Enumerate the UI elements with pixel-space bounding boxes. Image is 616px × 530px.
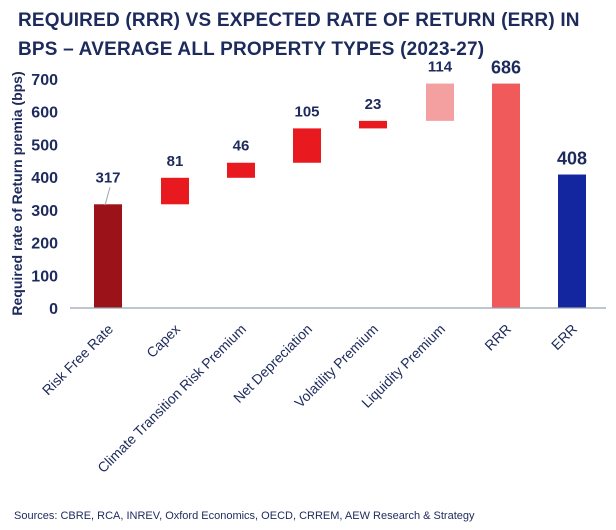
bar xyxy=(94,204,122,308)
bars xyxy=(94,83,586,308)
chart-title: REQUIRED (RRR) VS EXPECTED RATE OF RETUR… xyxy=(18,10,580,60)
data-label: 317 xyxy=(95,169,120,186)
data-label: 46 xyxy=(233,138,250,155)
leader-line xyxy=(104,187,111,206)
data-label: 408 xyxy=(557,149,587,169)
bar xyxy=(227,162,255,178)
bar xyxy=(492,83,520,308)
bar xyxy=(293,128,321,163)
y-tick-label: 200 xyxy=(31,236,58,253)
y-tick-label: 300 xyxy=(31,203,58,220)
y-tick-label: 500 xyxy=(31,137,58,154)
data-label: 81 xyxy=(167,153,184,170)
y-tick-label: 700 xyxy=(31,72,58,89)
x-tick-label: Risk Free Rate xyxy=(39,321,116,398)
y-tick-label: 600 xyxy=(31,105,58,122)
x-tick-label: ERR xyxy=(548,321,580,353)
y-axis: 0 100 200 300 400 500 600 700 xyxy=(31,72,58,318)
x-tick-label: Climate Transition Risk Premium xyxy=(94,321,249,476)
source-note: Sources: CBRE, RCA, INREV, Oxford Econom… xyxy=(14,510,475,522)
y-tick-label: 0 xyxy=(49,301,58,318)
bar xyxy=(558,174,586,308)
bar xyxy=(426,83,454,121)
bar xyxy=(359,120,387,129)
x-tick-label: Capex xyxy=(143,321,183,361)
x-tick-label: RRR xyxy=(481,321,514,354)
data-label: 686 xyxy=(491,58,521,78)
data-label: 114 xyxy=(428,59,453,76)
waterfall-chart: 0 100 200 300 400 500 600 700 317 81 46 105 23 114 68… xyxy=(9,58,606,476)
y-tick-label: 400 xyxy=(31,170,58,187)
data-label: 105 xyxy=(294,103,319,120)
data-label: 23 xyxy=(365,96,382,113)
bar xyxy=(161,177,189,205)
y-axis-label: Required rate of Return premia (bps) xyxy=(9,71,25,315)
data-labels: 317 81 46 105 23 114 686 408 xyxy=(95,58,587,206)
y-tick-label: 100 xyxy=(31,268,58,285)
